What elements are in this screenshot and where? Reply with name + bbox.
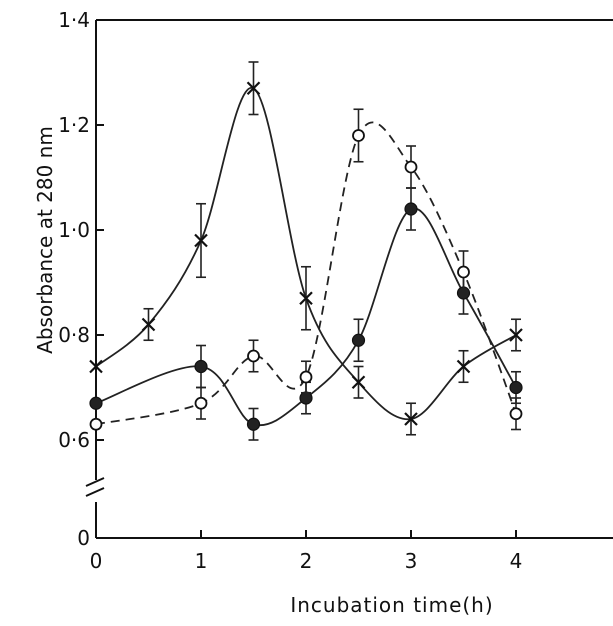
series-line: [95, 87, 517, 420]
data-point-x: [89, 359, 103, 374]
series-x: [89, 61, 523, 436]
data-point-filled: [351, 333, 366, 347]
data-point-x: [351, 375, 366, 390]
y-axis-label: Absorbance at 280 nm: [33, 126, 57, 354]
data-point-filled: [89, 396, 103, 410]
x-tick-label: 1: [195, 549, 208, 573]
data-point-x: [299, 291, 313, 306]
x-tick-label: 0: [90, 549, 103, 573]
plot-frame: [85, 19, 613, 539]
data-point-filled: [246, 417, 261, 431]
y-tick-label: 0·6: [58, 428, 90, 452]
y-tick-label: 1·0: [58, 218, 90, 242]
y-tick-label: 1·4: [58, 8, 90, 32]
data-point-filled: [509, 380, 523, 395]
data-point-open: [509, 407, 523, 421]
data-point-x: [194, 233, 208, 248]
y-axis-ticks: 0 0·6 0·8 1·0 1·2 1·4: [58, 8, 104, 550]
data-point-open: [247, 349, 260, 363]
data-point-x: [404, 412, 418, 426]
y-tick-label: 0·8: [58, 323, 90, 347]
x-axis-ticks: 0 1 2 3 4: [90, 530, 523, 573]
data-point-open: [89, 417, 103, 431]
data-point-open: [404, 160, 418, 174]
data-point-open: [352, 129, 365, 142]
x-tick-label: 4: [510, 549, 523, 573]
x-axis-label: Incubation time(h): [290, 593, 493, 617]
axis-break-mark: [85, 487, 105, 497]
x-tick-label: 2: [300, 549, 313, 573]
y-tick-label: 0: [77, 526, 90, 550]
series-filled-circle: [89, 187, 523, 441]
y-tick-label: 1·2: [58, 113, 90, 137]
data-point-x: [509, 328, 523, 342]
axis-break-mark: [85, 477, 105, 487]
x-tick-label: 3: [405, 549, 418, 573]
data-point-x: [141, 317, 156, 332]
data-point-x: [456, 359, 471, 374]
data-point-open: [194, 396, 208, 410]
data-point-filled: [194, 359, 208, 374]
data-point-open: [457, 265, 470, 279]
data-point-filled: [299, 391, 313, 405]
data-point-filled: [404, 202, 418, 216]
data-point-open: [299, 370, 313, 384]
series-group: [89, 61, 523, 441]
series-open-circle: [89, 108, 523, 431]
data-point-x: [246, 81, 261, 96]
